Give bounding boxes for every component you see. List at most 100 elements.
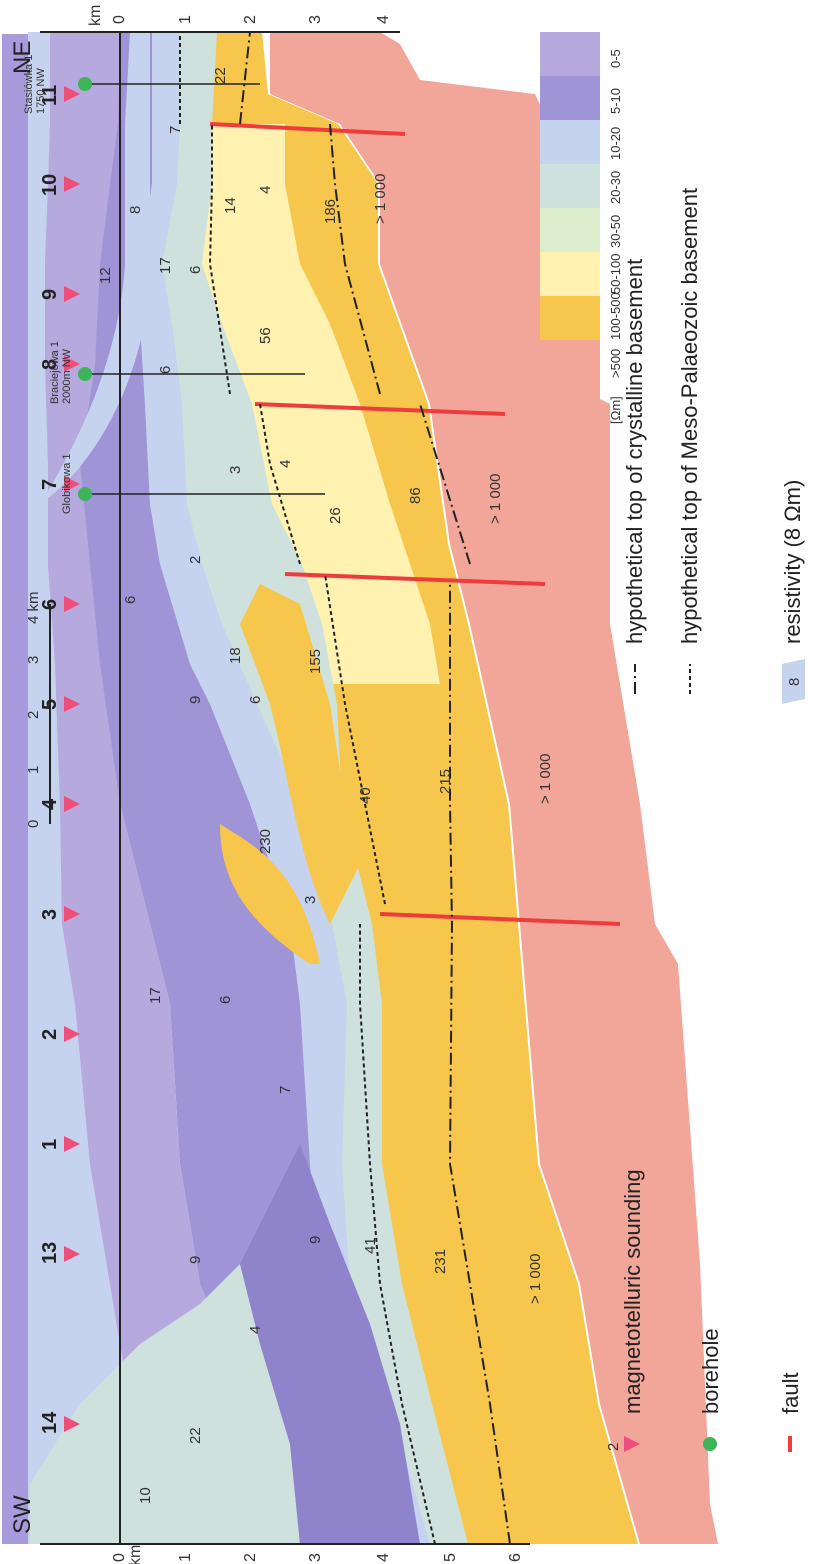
resistivity-label: 231	[432, 1249, 449, 1274]
legend-crystalline-label: hypothetical top of crystalline basement	[622, 259, 647, 644]
sounding-label: 4	[39, 798, 61, 810]
resistivity-label: 86	[407, 487, 424, 504]
resistivity-label: 9	[307, 1236, 324, 1244]
layer-purple	[80, 32, 400, 1544]
crystalline-top-line	[239, 31, 511, 1545]
resistivity-label: 6	[247, 696, 264, 704]
colorbar-swatch	[540, 164, 600, 208]
sounding-label: 11	[39, 85, 61, 106]
fault-line	[379, 912, 621, 926]
faults	[209, 122, 621, 926]
resistivity-label: > 1 000	[487, 474, 504, 524]
resistivity-labels: 10 22 4 9 9 41 231 > 1 000 17 6 7 3 230 …	[97, 67, 554, 1504]
resistivity-label: 12	[97, 267, 114, 284]
sounding-label: 13	[39, 1242, 61, 1264]
end-label-sw: SW	[9, 1495, 36, 1534]
borehole-icon	[703, 1437, 717, 1451]
colorbar-label: 5-10	[608, 88, 623, 114]
resistivity-label: 26	[327, 507, 344, 524]
layer-blue-upper	[28, 32, 160, 1544]
sounding-label: 5	[39, 699, 61, 710]
resistivity-label: 6	[157, 366, 174, 374]
resistivity-label: 7	[277, 1086, 294, 1094]
resistivity-label: 6	[122, 596, 139, 604]
sounding-icon	[624, 1436, 640, 1452]
resistivity-label: 9	[187, 1256, 204, 1264]
borehole-name: Stasiówka 1	[23, 55, 35, 114]
soundings: 14 13 1 2 3 4 5 6 7 8 9 10 11	[39, 85, 80, 1434]
resistivity-label: 17	[157, 257, 174, 274]
sounding-label: 14	[39, 1411, 61, 1434]
left-tick: 6	[507, 1553, 524, 1562]
right-tick: 0	[111, 15, 128, 24]
resistivity-label: 8	[127, 206, 144, 214]
cross-section	[2, 32, 718, 1544]
left-tick: 0	[111, 1553, 128, 1562]
sounding-marker: 1	[39, 1136, 80, 1152]
sounding-marker: 11	[39, 85, 80, 106]
scale-tick: 3	[25, 656, 42, 664]
colorbar-swatch	[540, 76, 600, 120]
resistivity-swatch-icon	[782, 659, 805, 704]
legend-borehole: borehole	[698, 1328, 723, 1451]
resistivity-label: 230	[257, 829, 274, 854]
sounding-marker: 4	[39, 796, 80, 812]
colorbar-unit: [Ωm]	[608, 396, 623, 424]
borehole-marker: Globikowa 1	[61, 453, 325, 514]
colorbar-swatch	[540, 252, 600, 296]
right-ticks: km 0 1 2 3 4	[87, 5, 392, 26]
resistivity-label: 155	[307, 649, 324, 674]
borehole-dot	[78, 487, 92, 501]
sounding-marker: 7	[39, 476, 80, 492]
resistivity-label: 4	[257, 186, 274, 194]
resistivity-label: > 1 000	[537, 754, 554, 804]
sounding-label: 1	[39, 1139, 61, 1150]
colorbar-swatch	[540, 340, 600, 384]
layer-light-purple	[45, 32, 300, 1544]
fault-line	[284, 572, 546, 586]
sounding-marker: 13	[39, 1242, 80, 1264]
scale-bar: 0 1 2 3 4 km	[25, 591, 51, 828]
colorbar-swatch	[540, 208, 600, 252]
legend-fault: fault	[778, 1372, 803, 1452]
left-tick: 2	[242, 1553, 259, 1562]
colorbar-swatch	[540, 32, 600, 76]
borehole-dot	[78, 77, 92, 91]
resistivity-label: 6	[187, 266, 204, 274]
scale-tick: 0	[25, 820, 42, 828]
resistivity-label: 22	[212, 67, 229, 84]
layer-green-sw	[30, 1264, 300, 1544]
legend-crystalline: hypothetical top of crystalline basement	[622, 259, 647, 694]
colorbar-label: 20-30	[608, 171, 623, 204]
sounding-label: 7	[39, 479, 61, 490]
legend-meso-label: hypothetical top of Meso-Palaeozoic base…	[677, 188, 702, 644]
sounding-label: 2	[39, 1029, 61, 1040]
legend-fault-label: fault	[778, 1372, 803, 1414]
resistivity-label: 3	[302, 896, 319, 904]
resistivity-label: 41	[362, 1237, 379, 1254]
right-tick: 4	[375, 15, 392, 24]
resistivity-label: 14	[222, 197, 239, 214]
fault-line	[254, 402, 506, 416]
sounding-marker: 2	[39, 1026, 80, 1042]
fault-line	[209, 122, 406, 136]
legend-resistivity-example: 8	[786, 678, 803, 686]
layer-purple-sw	[240, 1144, 420, 1544]
colorbar-label: 10-20	[608, 127, 623, 160]
right-axis-unit: km	[87, 5, 104, 26]
layer-orange-tongue	[240, 584, 360, 924]
colorbar-label: >500	[608, 349, 623, 378]
sounding-label: 6	[39, 599, 61, 610]
colorbar-swatch	[540, 120, 600, 164]
colorbar-label: 100-500	[608, 292, 623, 340]
resistivity-label: 10	[137, 1487, 154, 1504]
layer-orange-lens	[220, 824, 320, 964]
legend-sounding-example: 2	[605, 1443, 622, 1451]
layer-yellow	[200, 124, 440, 684]
borehole-note: 2000m NW	[61, 348, 73, 404]
legend-meso: hypothetical top of Meso-Palaeozoic base…	[677, 188, 702, 694]
right-tick: 1	[177, 15, 194, 24]
right-tick: 2	[242, 15, 259, 24]
resistivity-label: 22	[187, 1427, 204, 1444]
